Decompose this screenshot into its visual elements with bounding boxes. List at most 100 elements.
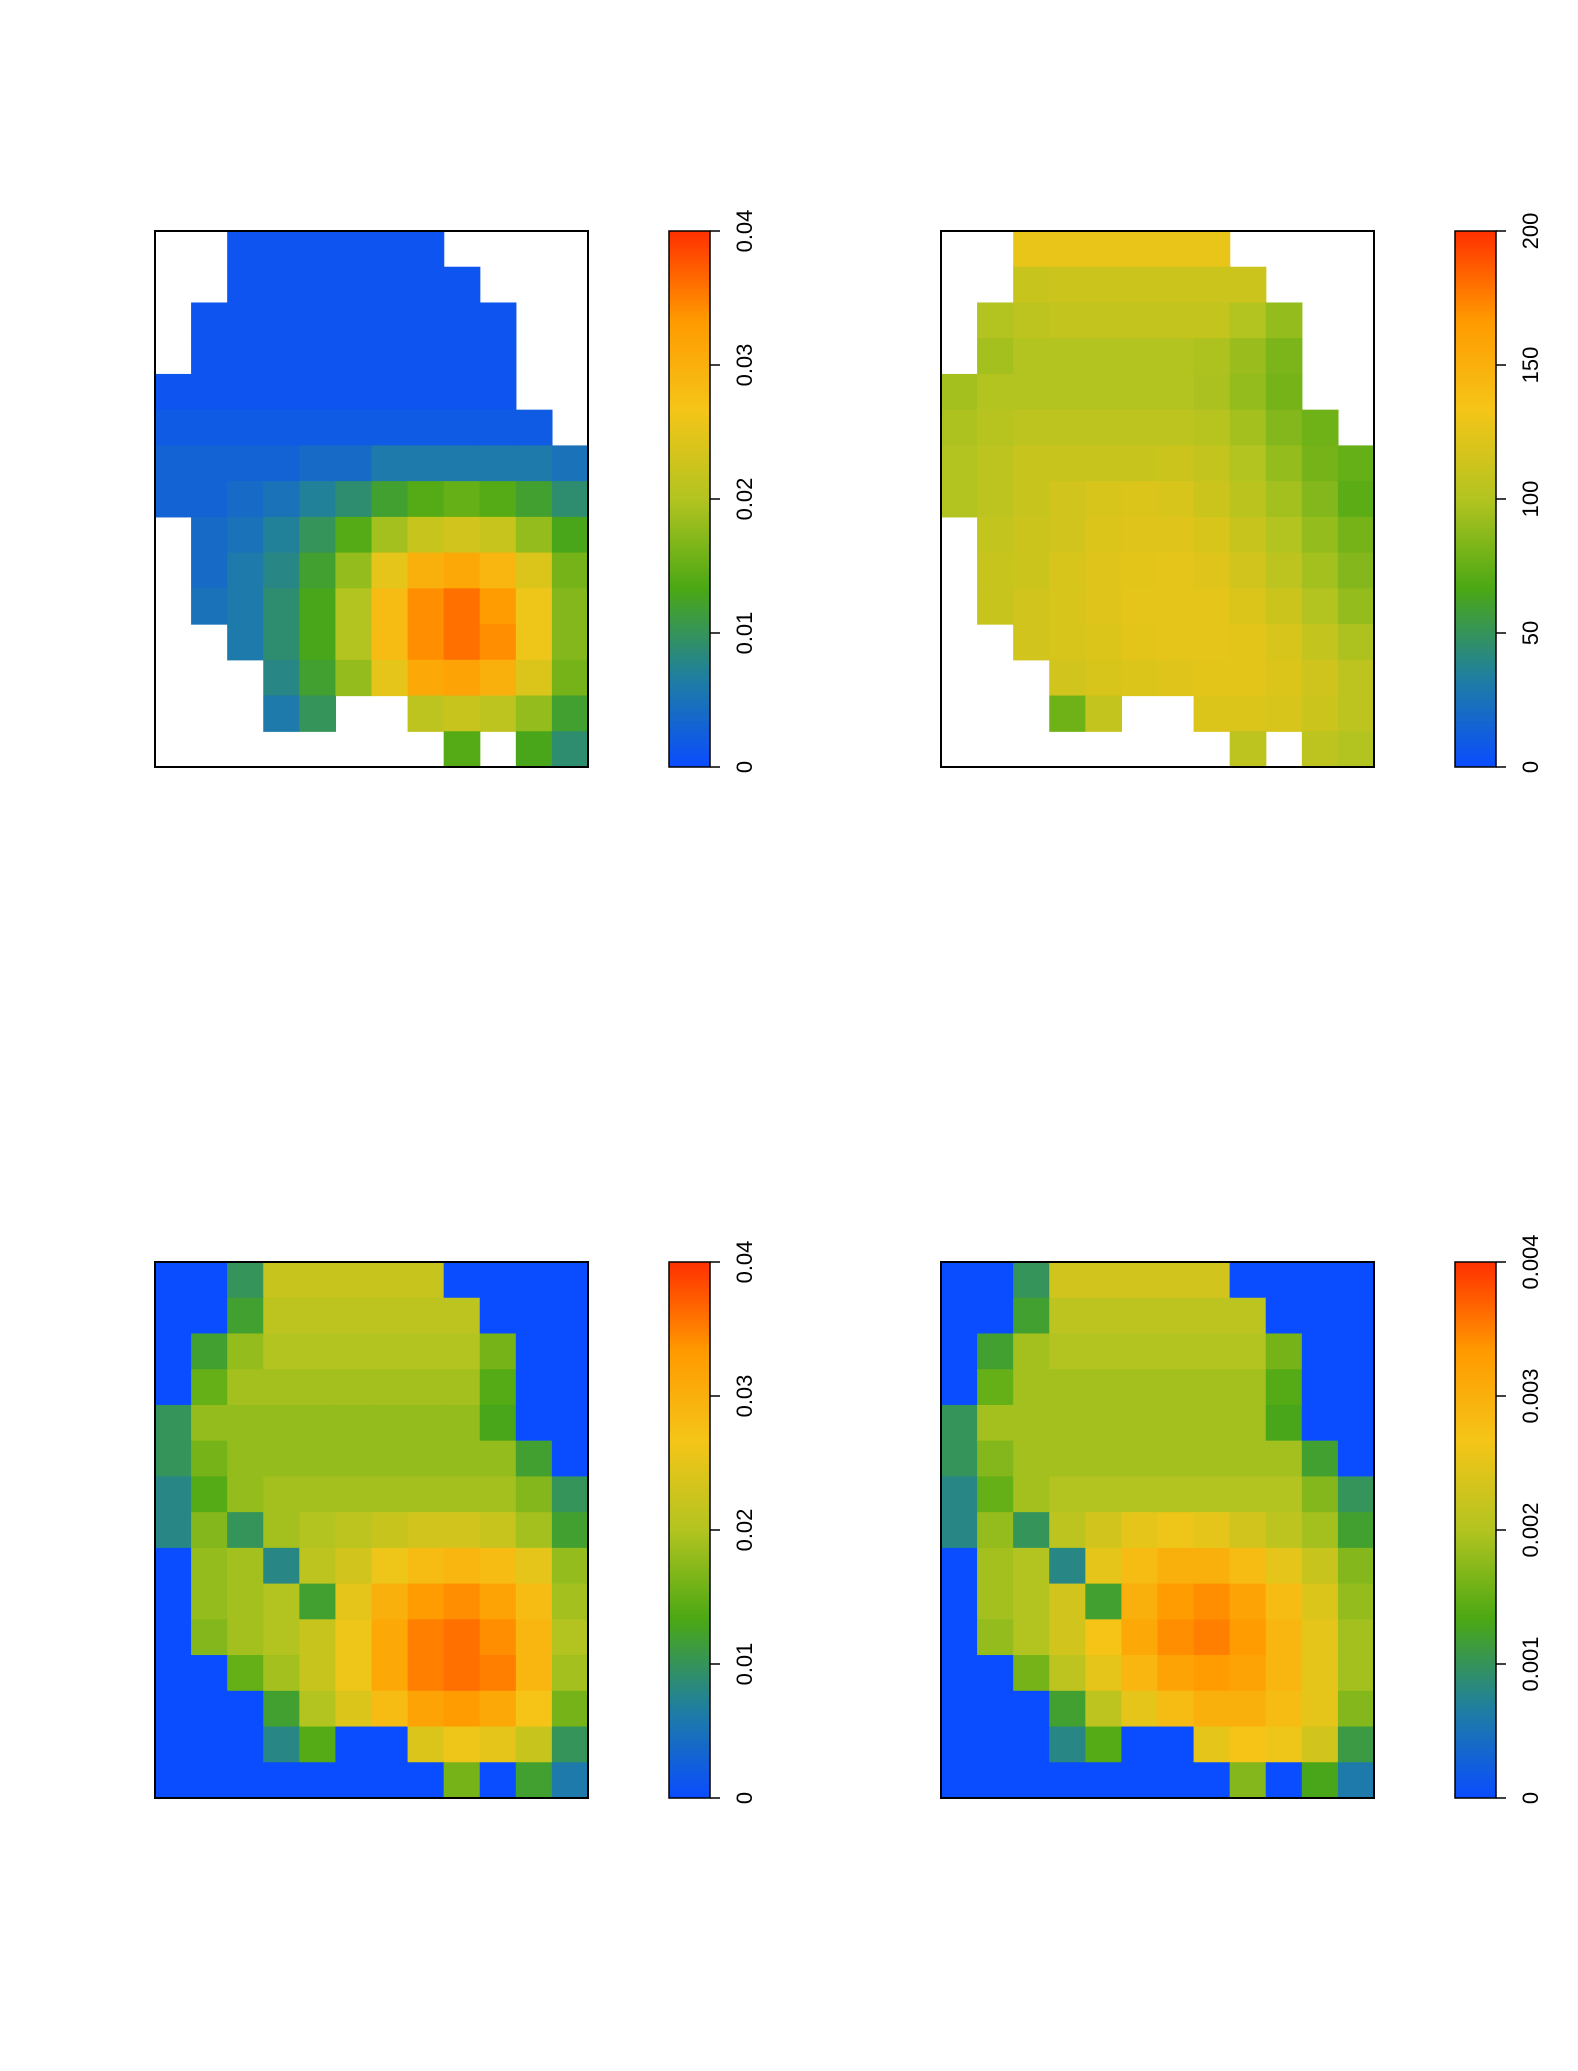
heatmap-cell bbox=[941, 1726, 978, 1763]
heatmap-cell bbox=[551, 624, 589, 661]
plot-frame bbox=[154, 230, 589, 768]
heatmap-cell bbox=[551, 1583, 589, 1620]
heatmap-cell bbox=[299, 1440, 337, 1477]
heatmap-cell bbox=[1301, 1655, 1339, 1692]
heatmap-cell bbox=[515, 481, 553, 518]
heatmap-cell bbox=[1193, 1547, 1231, 1585]
heatmap-cell bbox=[1337, 1476, 1375, 1513]
heatmap-cell bbox=[335, 1404, 373, 1442]
heatmap-cell bbox=[551, 1762, 589, 1799]
heatmap-cell bbox=[479, 445, 517, 482]
heatmap-cell bbox=[263, 588, 300, 625]
heatmap-cell bbox=[263, 1690, 300, 1728]
heatmap-cell bbox=[551, 1297, 589, 1335]
heatmap-cell bbox=[371, 1369, 409, 1406]
heatmap-cell bbox=[479, 409, 517, 446]
heatmap-cell bbox=[1157, 1262, 1195, 1299]
heatmap-cell bbox=[263, 1547, 300, 1585]
heatmap-cell bbox=[977, 1690, 1014, 1728]
heatmap-cell bbox=[1085, 1476, 1123, 1513]
heatmap-cell bbox=[1157, 1690, 1195, 1728]
heatmap-cell bbox=[515, 1655, 553, 1692]
heatmap-cell bbox=[977, 1262, 1014, 1299]
heatmap-cell bbox=[1301, 1583, 1339, 1620]
heatmap-cell bbox=[1085, 552, 1123, 589]
heatmap-cell bbox=[1301, 409, 1339, 446]
heatmap-cell bbox=[299, 695, 337, 732]
heatmap-cell bbox=[1229, 409, 1267, 446]
heatmap-cell bbox=[371, 1333, 409, 1370]
heatmap-cell bbox=[1229, 1690, 1267, 1728]
heatmap-cell bbox=[551, 1476, 589, 1513]
heatmap-cell bbox=[941, 1547, 978, 1585]
heatmap-cell bbox=[335, 1512, 373, 1549]
heatmap-cell bbox=[1301, 731, 1339, 768]
heatmap-cell bbox=[407, 552, 445, 589]
heatmap-cell bbox=[479, 1547, 517, 1585]
heatmap-cell bbox=[155, 1726, 192, 1763]
colorbar-tick-label: 0.001 bbox=[1518, 1636, 1543, 1691]
heatmap-cell bbox=[1265, 1762, 1303, 1799]
heatmap-cell bbox=[371, 409, 409, 446]
heatmap-cell bbox=[191, 552, 228, 589]
heatmap-cell bbox=[263, 1369, 300, 1406]
heatmap-cell bbox=[407, 1333, 445, 1370]
heatmap-cell bbox=[1049, 552, 1086, 589]
colorbar-tick-label: 150 bbox=[1518, 347, 1543, 384]
heatmap-cell bbox=[1229, 1369, 1267, 1406]
heatmap-cell bbox=[407, 266, 445, 304]
heatmap-cell bbox=[191, 1726, 228, 1763]
heatmap-cell bbox=[1337, 1690, 1375, 1728]
heatmap-cell bbox=[1265, 445, 1303, 482]
heatmap-cell bbox=[1013, 445, 1050, 482]
heatmap-cell bbox=[1265, 1690, 1303, 1728]
heatmap-cell bbox=[263, 266, 300, 304]
heatmap-cell bbox=[227, 1369, 264, 1406]
heatmap-cell bbox=[1301, 445, 1339, 482]
heatmap-cell bbox=[1301, 659, 1339, 697]
heatmap-cell bbox=[551, 1262, 589, 1299]
heatmap-cell bbox=[443, 1619, 481, 1656]
heatmap-cell bbox=[479, 1369, 517, 1406]
heatmap-cell bbox=[263, 231, 300, 268]
heatmap-cell bbox=[299, 1476, 337, 1513]
heatmap-cell bbox=[1121, 1512, 1159, 1549]
heatmap-cell bbox=[941, 1333, 978, 1370]
heatmap-cell bbox=[1157, 1762, 1195, 1799]
heatmap-cell bbox=[515, 1262, 553, 1299]
heatmap-cell bbox=[407, 302, 445, 339]
heatmap-cell bbox=[1301, 481, 1339, 518]
heatmap-cell bbox=[1049, 266, 1086, 304]
heatmap-cell bbox=[1013, 1333, 1050, 1370]
heatmap-cell bbox=[515, 445, 553, 482]
heatmap-cell bbox=[515, 552, 553, 589]
heatmap-cell bbox=[1337, 731, 1375, 768]
heatmap-cell bbox=[335, 1655, 373, 1692]
heatmap-cell bbox=[299, 1655, 337, 1692]
heatmap-cell bbox=[1121, 1404, 1159, 1442]
heatmap-cell bbox=[1085, 588, 1123, 625]
heatmap-cell bbox=[227, 266, 264, 304]
heatmap-cell bbox=[1337, 1512, 1375, 1549]
heatmap-cell bbox=[227, 624, 264, 661]
heatmap-cell bbox=[443, 1404, 481, 1442]
heatmap-cell bbox=[479, 338, 517, 375]
heatmap-cell bbox=[191, 1404, 228, 1442]
heatmap-cell bbox=[371, 1476, 409, 1513]
heatmap-cell bbox=[263, 1440, 300, 1477]
colorbar-tick-label: 0 bbox=[732, 1792, 757, 1804]
heatmap-cell bbox=[335, 516, 373, 554]
heatmap-cell bbox=[335, 481, 373, 518]
heatmap-cell bbox=[155, 409, 192, 446]
heatmap-cell bbox=[479, 1476, 517, 1513]
heatmap-cell bbox=[551, 731, 589, 768]
heatmap-cell bbox=[1121, 1547, 1159, 1585]
heatmap-cell bbox=[551, 588, 589, 625]
heatmap-cell bbox=[299, 1297, 337, 1335]
colorbar bbox=[1454, 1261, 1497, 1799]
heatmap-cell bbox=[1085, 481, 1123, 518]
heatmap-cell bbox=[299, 1369, 337, 1406]
heatmap-cell bbox=[299, 1512, 337, 1549]
heatmap-cell bbox=[1085, 1333, 1123, 1370]
heatmap-cell bbox=[1013, 1690, 1050, 1728]
